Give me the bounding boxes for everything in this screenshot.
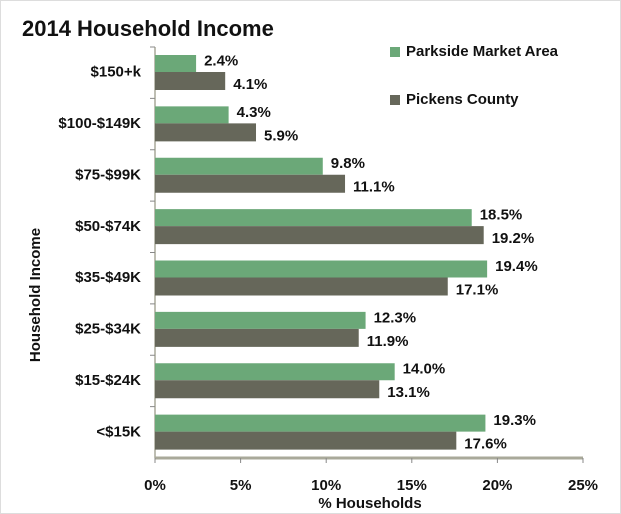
y-tick-label: $150+k [91,64,142,81]
x-tick-label: 15% [397,477,427,494]
data-label: 5.9% [264,127,298,144]
x-tick-label: 10% [311,477,341,494]
data-label: 17.6% [464,436,507,453]
bar [155,72,226,90]
x-tick-label: 20% [482,477,512,494]
x-axis-label: % Households [318,495,421,512]
bar [155,157,323,175]
legend-swatch [390,47,400,57]
data-label: 12.3% [374,309,417,326]
data-label: 4.1% [233,76,267,93]
bar [155,363,395,381]
bar [155,431,457,450]
data-label: 17.1% [456,281,499,298]
data-label: 4.3% [237,104,271,121]
bar [155,311,366,329]
data-label: 14.0% [403,361,446,378]
y-tick-label: <$15K [96,423,141,440]
bar [155,55,197,72]
bar [155,328,359,347]
data-label: 11.9% [367,333,409,350]
y-tick-label: $100-$149K [58,115,141,132]
bar [155,209,472,227]
y-tick-label: $50-$74K [75,218,141,235]
y-tick-label: $75-$99K [75,166,141,183]
bar [155,174,346,193]
legend-swatch [390,95,400,105]
data-label: 2.4% [204,52,238,69]
y-tick-label: $25-$34K [75,321,141,338]
y-axis-label: Household Income [27,228,44,362]
bar [155,106,229,124]
legend-label: Parkside Market Area [406,43,559,60]
y-tick-label: $35-$49K [75,269,141,286]
bar [155,226,484,245]
data-label: 19.3% [493,412,536,429]
chart-title: 2014 Household Income [22,16,274,41]
bar [155,380,380,399]
bar [155,277,448,296]
bar [155,260,488,278]
legend-label: Pickens County [406,91,519,108]
data-label: 19.4% [495,258,538,275]
x-tick-label: 0% [144,477,166,494]
data-label: 18.5% [480,207,523,224]
data-label: 9.8% [331,155,365,172]
data-label: 11.1% [353,179,395,196]
y-tick-label: $15-$24K [75,372,141,389]
bar [155,123,257,142]
data-label: 19.2% [492,230,535,247]
data-label: 13.1% [387,384,430,401]
x-tick-label: 5% [230,477,252,494]
bar [155,414,486,432]
x-tick-label: 25% [568,477,598,494]
